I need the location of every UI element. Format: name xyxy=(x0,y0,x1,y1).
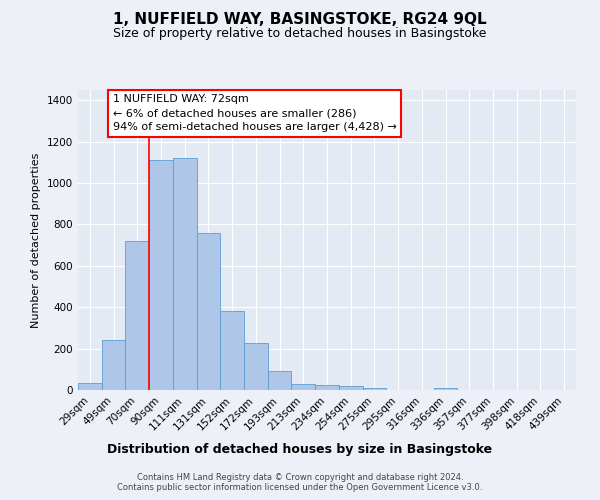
Text: Size of property relative to detached houses in Basingstoke: Size of property relative to detached ho… xyxy=(113,28,487,40)
Text: 1, NUFFIELD WAY, BASINGSTOKE, RG24 9QL: 1, NUFFIELD WAY, BASINGSTOKE, RG24 9QL xyxy=(113,12,487,28)
Y-axis label: Number of detached properties: Number of detached properties xyxy=(31,152,41,328)
Bar xyxy=(244,344,268,390)
Bar xyxy=(125,241,149,390)
Text: Contains HM Land Registry data © Crown copyright and database right 2024.: Contains HM Land Registry data © Crown c… xyxy=(137,472,463,482)
Bar xyxy=(315,385,339,390)
Bar xyxy=(149,160,173,390)
Bar xyxy=(197,233,220,390)
Bar xyxy=(434,388,457,390)
Bar xyxy=(339,386,362,390)
Text: Contains public sector information licensed under the Open Government Licence v3: Contains public sector information licen… xyxy=(118,482,482,492)
Bar xyxy=(173,158,197,390)
Bar xyxy=(102,340,125,390)
Bar xyxy=(268,372,292,390)
Bar xyxy=(362,388,386,390)
Bar xyxy=(78,383,102,390)
Text: 1 NUFFIELD WAY: 72sqm
← 6% of detached houses are smaller (286)
94% of semi-deta: 1 NUFFIELD WAY: 72sqm ← 6% of detached h… xyxy=(113,94,397,132)
Text: Distribution of detached houses by size in Basingstoke: Distribution of detached houses by size … xyxy=(107,442,493,456)
Bar xyxy=(220,312,244,390)
Bar xyxy=(292,384,315,390)
